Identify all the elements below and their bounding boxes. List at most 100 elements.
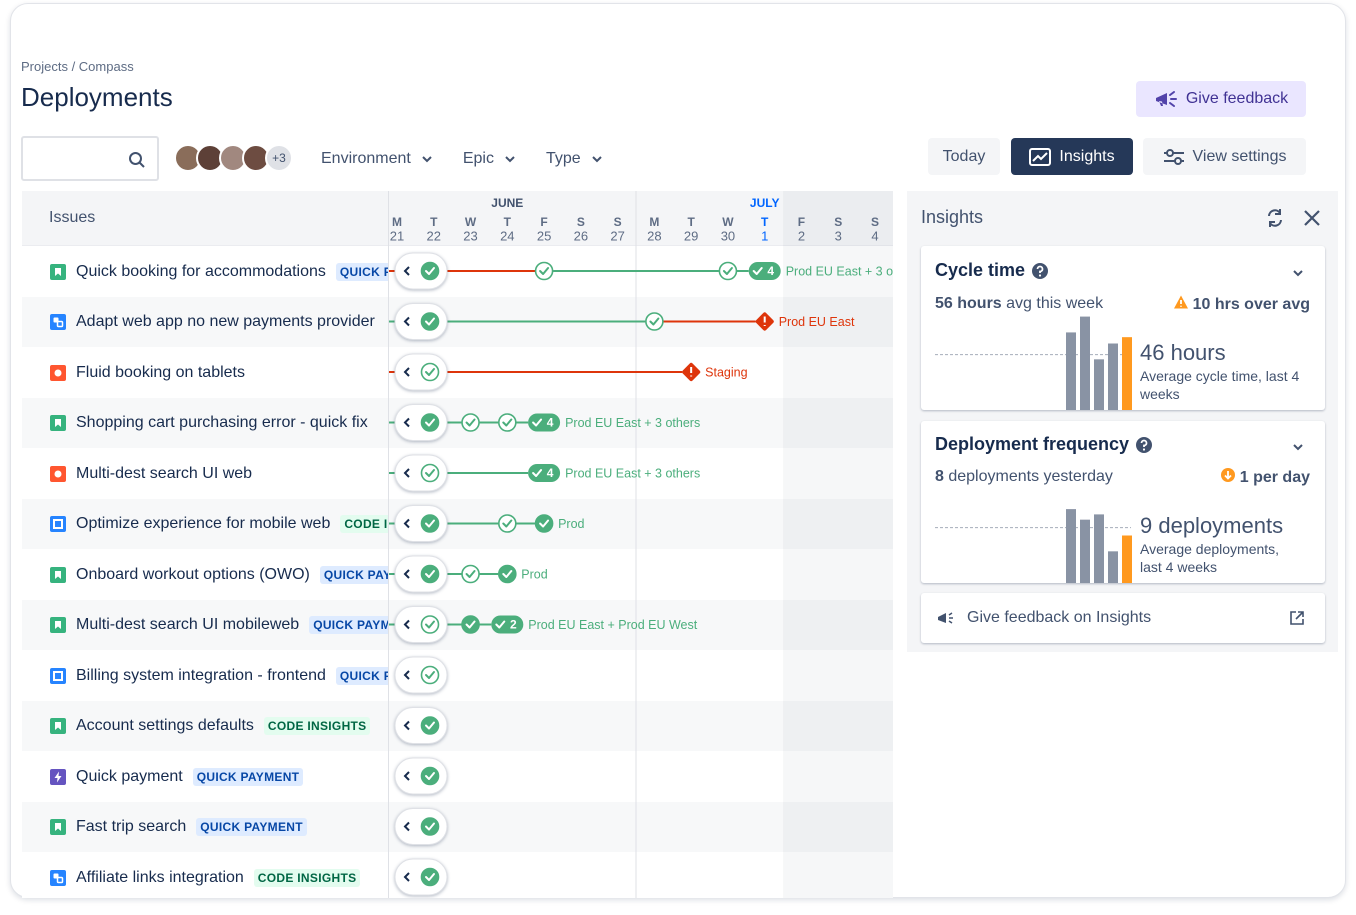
icon-glyph <box>56 320 64 328</box>
issue-title: Adapt web app no new payments provider <box>76 313 375 330</box>
day-label: 25 <box>537 228 551 243</box>
breadcrumb[interactable]: Projects / Compass <box>21 59 134 74</box>
count-node <box>528 464 561 482</box>
success-node <box>420 312 440 331</box>
stat-text: avg this week <box>1006 295 1104 312</box>
insights-panel: Insights Cycle time 56 hours avg this we… <box>907 191 1338 652</box>
issue-title: Fast trip search <box>76 818 187 835</box>
feedback-label: Give feedback <box>1185 90 1289 107</box>
insights-button[interactable]: Insights <box>1011 138 1133 175</box>
column-divider <box>388 191 389 898</box>
filter[interactable]: Type <box>546 146 603 172</box>
mini-chart <box>935 509 1132 583</box>
collapse-chevron <box>403 821 410 832</box>
deploy-label: Prod EU East + 3 others <box>786 264 893 278</box>
day-label: 28 <box>647 228 661 243</box>
icon-glyph <box>54 470 62 477</box>
filters: Environment Epic Type <box>321 146 603 172</box>
icon-glyph <box>56 876 64 883</box>
close-icon[interactable] <box>1301 207 1323 229</box>
check-node <box>498 413 517 432</box>
issue-row[interactable]: Quick payment QUICK PAYMENT <box>22 751 389 802</box>
weekday-label: S <box>871 215 879 229</box>
issue-row[interactable]: Fast trip search QUICK PAYMENT <box>22 802 389 853</box>
issue-row[interactable]: Multi-dest search UI mobileweb QUICK PAYM… <box>22 600 389 651</box>
issue-row[interactable]: Shopping cart purchasing error - quick f… <box>22 398 389 449</box>
collapse-chevron <box>403 670 410 680</box>
check-glyph <box>425 317 435 326</box>
day-label: 1 <box>761 228 768 243</box>
check-node <box>420 615 440 634</box>
chevron-path <box>422 156 432 163</box>
icon-glyph <box>55 267 61 276</box>
collapse-chevron <box>403 417 410 428</box>
chevron[interactable] <box>1291 266 1305 280</box>
check-node <box>498 514 517 533</box>
issue-row[interactable]: Onboard workout options (OWO) QUICK PAYME… <box>22 549 389 600</box>
count-node <box>748 262 781 280</box>
today-button[interactable]: Today <box>928 138 1000 175</box>
issue-tag: CODE INSIGHTS <box>263 717 371 735</box>
issue-row[interactable]: Optimize experience for mobile web CODE I… <box>22 499 389 550</box>
issue-row[interactable]: Fluid booking on tablets <box>22 347 389 398</box>
check-glyph <box>425 368 435 376</box>
deploy-label: Prod EU East + 3 others <box>565 416 700 430</box>
search-box[interactable] <box>21 136 159 181</box>
check-glyph <box>425 418 435 427</box>
success-node <box>420 413 440 432</box>
issue-row[interactable]: Adapt web app no new payments provider <box>22 297 389 348</box>
help-icon[interactable] <box>1135 436 1153 454</box>
issue-type-icon <box>50 819 66 835</box>
check-node <box>718 261 738 281</box>
issue-title: Onboard workout options (OWO) <box>76 565 310 583</box>
check-node <box>534 261 554 281</box>
issue-row[interactable]: Billing system integration - frontend QUI… <box>22 650 389 701</box>
success-node <box>420 564 440 584</box>
check-glyph <box>425 267 435 275</box>
search-icon <box>129 152 145 168</box>
issue-title: Multi-dest search UI web <box>76 464 253 482</box>
issue-title: Affiliate links integration <box>76 868 244 886</box>
deploy-label: Prod <box>521 567 547 581</box>
card-title: Cycle time <box>935 260 1026 280</box>
refresh-icon[interactable] <box>1264 207 1286 229</box>
chevron[interactable] <box>1291 440 1305 454</box>
avatars[interactable]: +3 <box>172 143 296 173</box>
success-node <box>420 766 440 786</box>
page-title: Deployments <box>21 82 173 112</box>
alert-glyph <box>1220 468 1235 482</box>
card-title-wrap: Cycle time <box>935 260 1049 281</box>
check-glyph <box>425 721 435 730</box>
issue-row[interactable]: Quick booking for accommodations QUICK PA… <box>22 246 389 297</box>
filter-label: Type <box>545 150 581 167</box>
deploy-label: Prod EU East <box>779 315 855 329</box>
alert-icon <box>1220 467 1236 488</box>
issue-row[interactable]: Multi-dest search UI web <box>22 448 389 499</box>
success-node <box>420 716 440 735</box>
card-title: Deployment frequency <box>935 434 1130 454</box>
issue-title: Multi-dest search UI mobileweb <box>76 616 300 633</box>
help-icon[interactable] <box>1031 262 1049 280</box>
day-label: 24 <box>500 228 514 243</box>
collapse-chevron <box>403 468 410 478</box>
insights-icon <box>1029 147 1052 166</box>
chevron-path <box>591 156 602 163</box>
icon-bg <box>50 516 66 532</box>
issue-row[interactable]: Affiliate links integration CODE INSIGHTS <box>22 852 389 898</box>
issue-type-icon <box>50 415 66 431</box>
feedback-button[interactable]: Give feedback <box>1136 81 1306 117</box>
issue-row[interactable]: Account settings defaults CODE INSIGHTS <box>22 701 389 752</box>
day-label: 4 <box>871 228 878 243</box>
success-node <box>420 261 440 281</box>
bar <box>1066 509 1076 583</box>
check-glyph <box>502 519 513 528</box>
filter[interactable]: Environment <box>321 146 433 172</box>
deploy-label: Staging <box>705 365 747 379</box>
filter[interactable]: Epic <box>463 146 516 172</box>
count-node <box>528 413 561 432</box>
row-background <box>22 751 893 802</box>
insights-feedback[interactable]: Give feedback on Insights <box>921 593 1325 643</box>
view-settings-button[interactable]: View settings <box>1143 138 1306 175</box>
card-alert: 1 per day <box>1220 467 1310 488</box>
icon-glyph <box>54 771 62 782</box>
